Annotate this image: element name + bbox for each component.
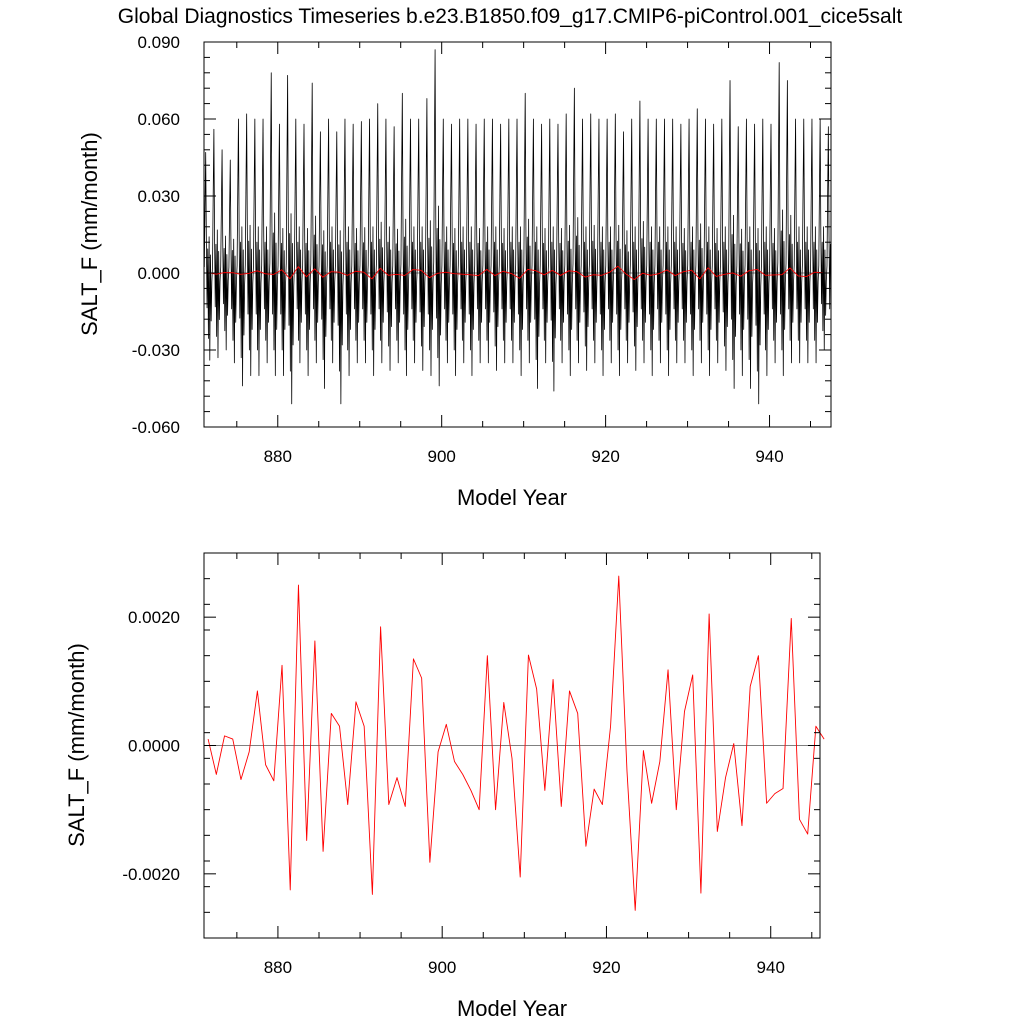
bottom-annual-series-line <box>207 575 825 911</box>
top-y-tick-label: -0.030 <box>132 341 180 360</box>
top-x-tick-label: 880 <box>264 447 292 466</box>
top-y-axis-label: SALT_F (mm/month) <box>77 132 102 336</box>
top-ticks-group: 880 900 920 940 -0.060 -0.030 0.000 0.030 0.060 0… <box>132 33 831 466</box>
bottom-annual-series-group <box>207 575 825 911</box>
top-monthly-series-group <box>203 49 831 405</box>
top-monthly-series-line <box>203 49 831 405</box>
bottom-y-axis-label: SALT_F (mm/month) <box>64 643 89 847</box>
bottom-x-tick-label: 900 <box>428 958 456 977</box>
top-x-tick-label: 920 <box>591 447 619 466</box>
top-x-axis-label: Model Year <box>457 485 567 510</box>
top-y-tick-label: 0.000 <box>137 264 180 283</box>
top-y-tick-label: 0.090 <box>137 33 180 52</box>
bottom-y-tick-label: 0.0020 <box>128 608 180 627</box>
bottom-x-tick-label: 880 <box>264 958 292 977</box>
bottom-y-tick-label: -0.0020 <box>122 865 180 884</box>
top-x-tick-label: 940 <box>755 447 783 466</box>
bottom-ticks-group: 880 900 920 940 -0.0020 0.0000 0.0020 <box>122 552 820 977</box>
figure-title: Global Diagnostics Timeseries b.e23.B185… <box>118 5 903 28</box>
top-y-tick-label: 0.060 <box>137 110 180 129</box>
top-y-tick-label: -0.060 <box>132 418 180 437</box>
bottom-panel: 880 900 920 940 -0.0020 0.0000 0.0020 Model Ye… <box>64 552 825 1021</box>
bottom-x-tick-label: 940 <box>757 958 785 977</box>
top-annual-series-group <box>208 265 823 281</box>
bottom-x-tick-label: 920 <box>592 958 620 977</box>
top-panel: 880 900 920 940 -0.060 -0.030 0.000 0.030 0.060 0… <box>77 33 832 510</box>
bottom-x-axis-label: Model Year <box>457 996 567 1021</box>
top-annual-series-line <box>208 265 823 281</box>
top-x-tick-label: 900 <box>427 447 455 466</box>
top-plot-frame <box>203 41 832 428</box>
top-y-tick-label: 0.030 <box>137 187 180 206</box>
bottom-y-tick-label: 0.0000 <box>128 737 180 756</box>
